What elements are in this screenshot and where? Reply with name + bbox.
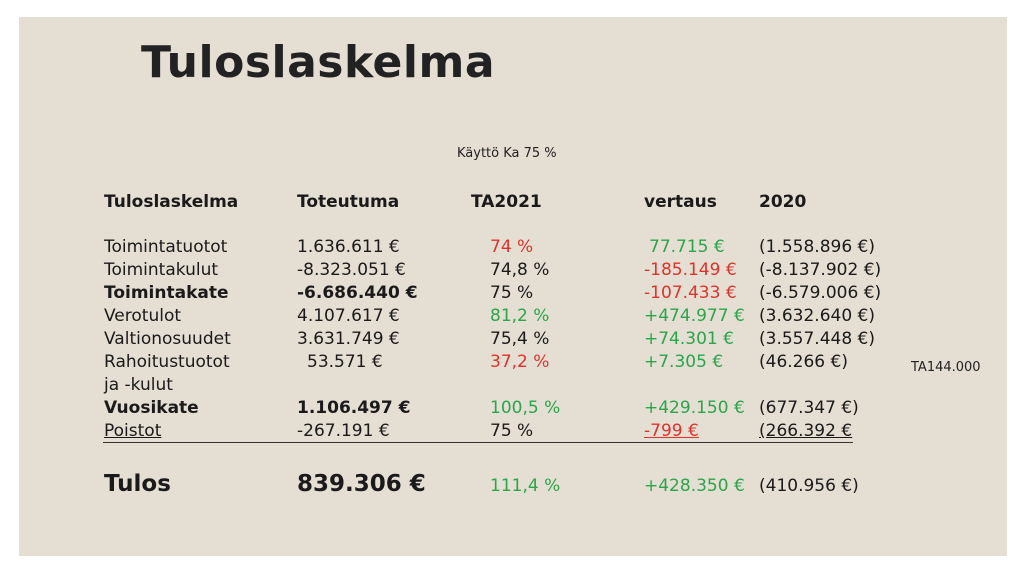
row-vertaus: +474.977 € — [644, 306, 745, 326]
total-vertaus: +428.350 € — [644, 476, 745, 496]
row-ta2021: 37,2 % — [490, 352, 550, 372]
row-label: Rahoitustuotot — [104, 352, 230, 372]
row-toteutuma: -8.323.051 € — [297, 260, 406, 280]
row-label: Toimintakate — [104, 283, 229, 303]
usage-note: Käyttö Ka 75 % — [457, 146, 557, 161]
row-ta2021: 75,4 % — [490, 329, 550, 349]
divider-line — [103, 442, 853, 443]
row-ta2021: 100,5 % — [490, 398, 561, 418]
row-toteutuma: -267.191 € — [297, 421, 390, 441]
row-label: Poistot — [104, 421, 162, 441]
total-ta2021: 111,4 % — [490, 476, 561, 496]
header-vertaus: vertaus — [644, 192, 717, 212]
slide-title: Tuloslaskelma — [141, 37, 496, 88]
row-vertaus: +429.150 € — [644, 398, 745, 418]
row-vertaus: +74.301 € — [644, 329, 734, 349]
header-toteutuma: Toteutuma — [297, 192, 400, 212]
row-2020: (677.347 €) — [759, 398, 859, 418]
row-toteutuma: 4.107.617 € — [297, 306, 400, 326]
row-label: Verotulot — [104, 306, 182, 326]
total-label: Tulos — [104, 471, 171, 497]
row-vertaus: -185.149 € — [644, 260, 737, 280]
row-toteutuma: 1.106.497 € — [297, 398, 411, 418]
row-vertaus: -107.433 € — [644, 283, 737, 303]
row-2020: (1.558.896 €) — [759, 237, 876, 257]
total-2020: (410.956 €) — [759, 476, 859, 496]
total-toteutuma: 839.306 € — [297, 471, 426, 497]
row-2020: (266.392 € — [759, 421, 853, 441]
row-ta2021: 75 % — [490, 283, 534, 303]
row-ta2021: 74 % — [490, 237, 534, 257]
row-vertaus: 77.715 € — [649, 237, 725, 257]
row-2020: (-8.137.902 €) — [759, 260, 882, 280]
row-ta2021: 74,8 % — [490, 260, 550, 280]
row-label: Vuosikate — [104, 398, 199, 418]
header-ta2021: TA2021 — [471, 192, 542, 212]
row-2020: (46.266 €) — [759, 352, 848, 372]
row-2020: (3.632.640 €) — [759, 306, 876, 326]
row-label-continued: ja -kulut — [104, 375, 173, 395]
row-vertaus: +7.305 € — [644, 352, 724, 372]
row-label: Toimintakulut — [104, 260, 219, 280]
budget-side-note: TA144.000 — [911, 360, 981, 375]
row-2020: (-6.579.006 €) — [759, 283, 882, 303]
header-tuloslaskelma: Tuloslaskelma — [104, 192, 239, 212]
row-toteutuma: 1.636.611 € — [297, 237, 400, 257]
row-2020: (3.557.448 €) — [759, 329, 876, 349]
slide: Tuloslaskelma Käyttö Ka 75 % TA144.000 T… — [19, 17, 1007, 556]
row-ta2021: 75 % — [490, 421, 534, 441]
header-2020: 2020 — [759, 192, 807, 212]
row-toteutuma: -6.686.440 € — [297, 283, 418, 303]
row-toteutuma: 53.571 € — [307, 352, 383, 372]
row-ta2021: 81,2 % — [490, 306, 550, 326]
row-vertaus: -799 € — [644, 421, 699, 441]
row-toteutuma: 3.631.749 € — [297, 329, 400, 349]
row-label: Valtionosuudet — [104, 329, 231, 349]
row-label: Toimintatuotot — [104, 237, 228, 257]
